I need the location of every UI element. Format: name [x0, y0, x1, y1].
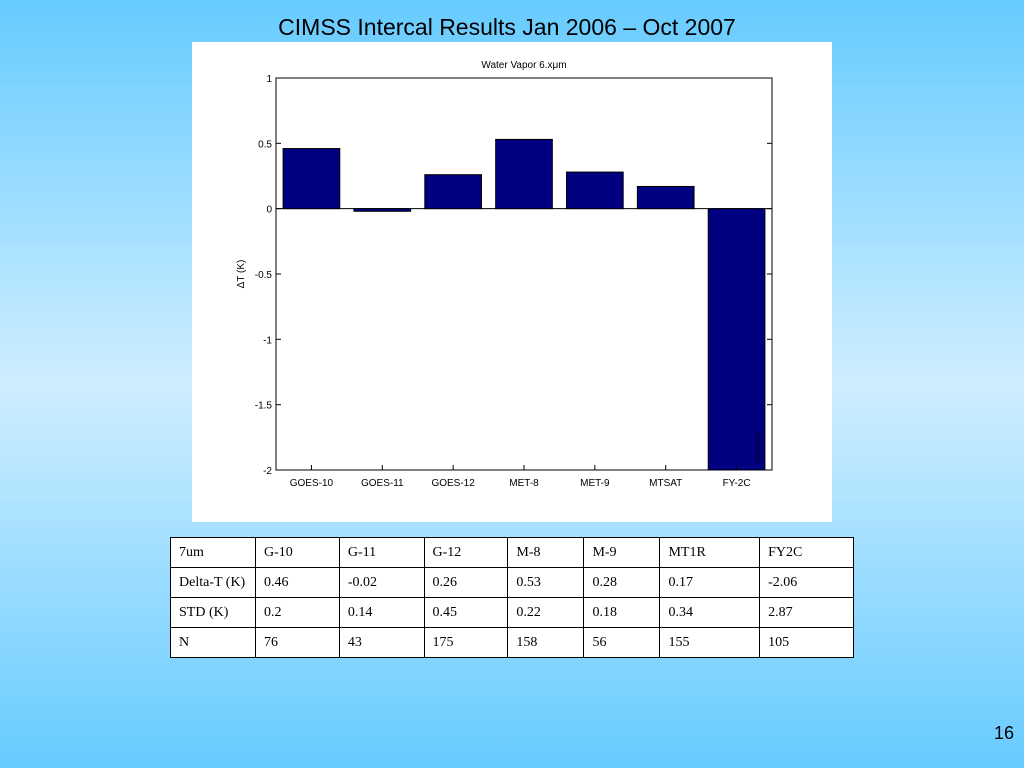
bar — [566, 171, 624, 210]
table-header-cell: M-8 — [507, 537, 585, 568]
bar — [424, 174, 482, 210]
table-cell: 105 — [759, 627, 854, 658]
x-tick-label: MET-9 — [580, 478, 610, 489]
table-cell: 0.2 — [255, 597, 340, 628]
table-cell: 0.26 — [423, 567, 509, 598]
table-cell: 0.45 — [423, 597, 509, 628]
y-tick-label: 0 — [266, 205, 272, 216]
slide-title: CIMSS Intercal Results Jan 2006 – Oct 20… — [278, 14, 736, 40]
bar — [707, 208, 766, 471]
table-row: STD (K) 0.2 0.14 0.45 0.22 0.18 0.34 2.87 — [170, 597, 854, 628]
table-cell: 76 — [255, 627, 340, 658]
table-cell: 43 — [338, 627, 425, 658]
table-cell: 0.46 — [255, 567, 340, 598]
y-axis-label: ΔT (K) — [236, 260, 247, 289]
y-tick-label: -1 — [263, 335, 272, 346]
table-cell: 0.14 — [338, 597, 425, 628]
table-cell: 2.87 — [759, 597, 854, 628]
table-cell: 0.34 — [659, 597, 761, 628]
plot-frame — [275, 77, 773, 471]
x-tick-label: MTSAT — [649, 478, 682, 489]
table-cell: 0.22 — [507, 597, 585, 628]
chart-title: Water Vapor 6.xμm — [481, 60, 566, 71]
table-header-cell: G-10 — [255, 537, 340, 568]
table-row-label: STD (K) — [170, 597, 256, 628]
table-cell: 56 — [583, 627, 661, 658]
table-header-cell: MT1R — [659, 537, 761, 568]
y-tick-label: 1 — [266, 74, 272, 85]
table-cell: -2.06 — [759, 567, 854, 598]
table-cell: 175 — [423, 627, 509, 658]
x-tick-label: MET-8 — [509, 478, 539, 489]
table-header-cell: G-12 — [423, 537, 509, 568]
table-header-cell: 7um — [170, 537, 256, 568]
table-row: N 76 43 175 158 56 155 105 — [170, 627, 854, 658]
y-tick-label: -0.5 — [255, 270, 273, 281]
table-row-label: Delta-T (K) — [170, 567, 256, 598]
table-cell: 0.17 — [659, 567, 761, 598]
table-cell: 155 — [659, 627, 761, 658]
y-tick-label: -2 — [263, 466, 272, 477]
table-row-label: N — [170, 627, 256, 658]
table-cell: 0.53 — [507, 567, 585, 598]
bar — [282, 148, 341, 210]
bar — [495, 138, 553, 210]
table-header-row: 7um G-10 G-11 G-12 M-8 M-9 MT1R FY2C — [170, 537, 854, 568]
watermark-text: UW/CIMSS — [756, 433, 762, 464]
x-tick-label: FY-2C — [723, 478, 751, 489]
x-tick-label: GOES-10 — [290, 478, 334, 489]
table-cell: 0.28 — [583, 567, 661, 598]
table-header-cell: FY2C — [759, 537, 854, 568]
x-tick-label: GOES-12 — [431, 478, 475, 489]
table-cell: -0.02 — [338, 567, 425, 598]
bar-chart: 1 0.5 0 -0.5 -1 -1.5 -2 GOES-10 GOES-11 GOES-12 ME… — [236, 60, 773, 489]
bar — [636, 185, 695, 210]
chart-panel: 1 0.5 0 -0.5 -1 -1.5 -2 GOES-10 GOES-11 GOES-12 ME… — [192, 42, 832, 522]
bar — [353, 208, 412, 212]
x-tick-label: GOES-11 — [361, 478, 404, 489]
y-tick-label: -1.5 — [255, 401, 273, 412]
table-cell: 0.18 — [583, 597, 661, 628]
table-row: Delta-T (K) 0.46 -0.02 0.26 0.53 0.28 0.17 -2.0… — [170, 567, 854, 598]
data-table: 7um G-10 G-11 G-12 M-8 M-9 MT1R FY2C Delta-T (K)… — [170, 537, 854, 658]
y-tick-label: 0.5 — [258, 139, 272, 150]
page-number: 16 — [993, 723, 1014, 743]
table-header-cell: M-9 — [583, 537, 661, 568]
table-header-cell: G-11 — [338, 537, 425, 568]
table-cell: 158 — [507, 627, 585, 658]
